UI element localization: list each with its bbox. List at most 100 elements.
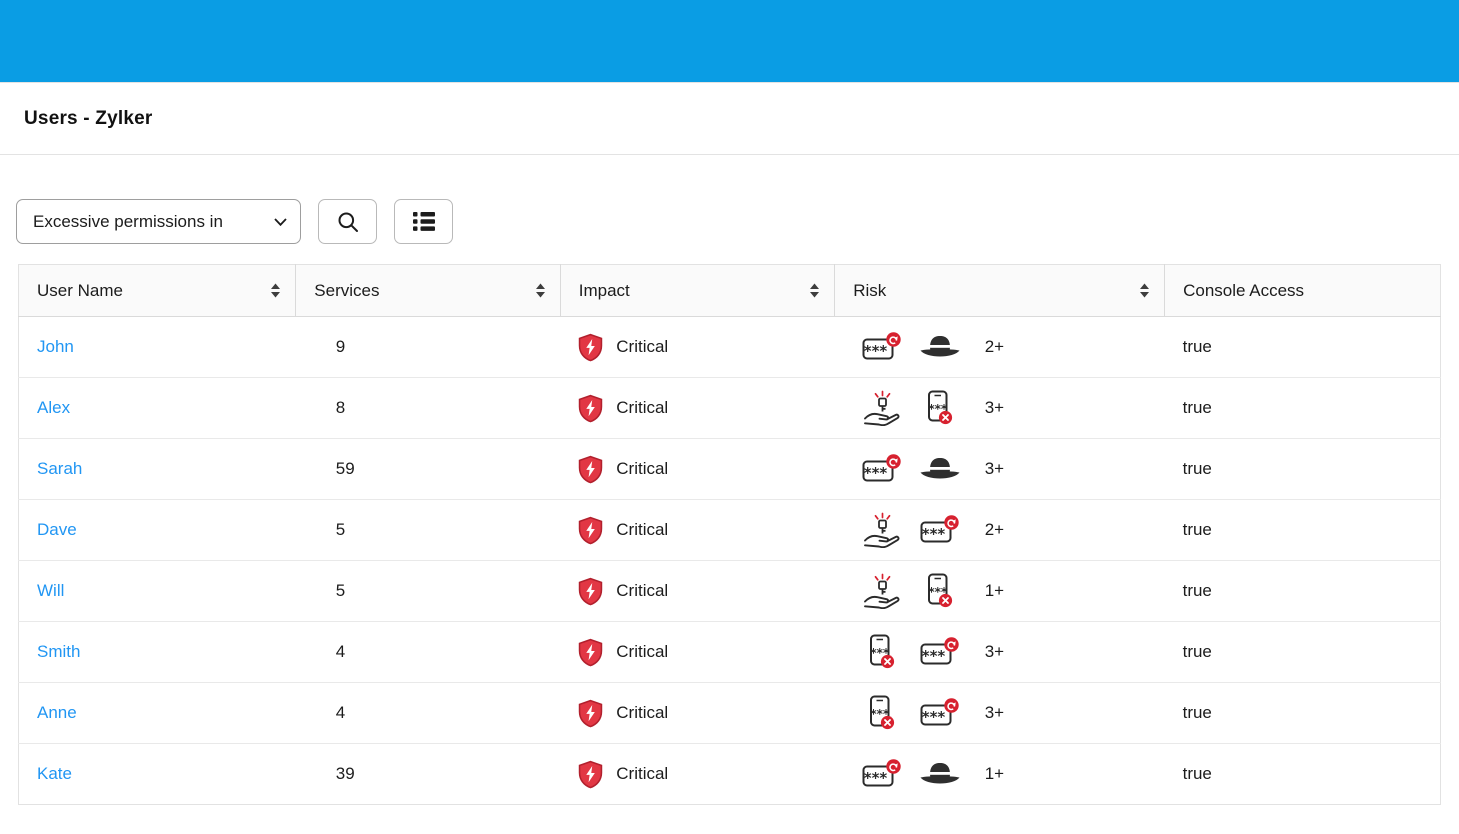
user-link[interactable]: Alex bbox=[37, 398, 71, 417]
password-reset-icon: *** bbox=[853, 331, 911, 364]
sort-icon[interactable] bbox=[1139, 283, 1150, 298]
impact-label: Critical bbox=[616, 581, 669, 600]
console-access-value: true bbox=[1182, 642, 1212, 661]
console-access-value: true bbox=[1182, 581, 1212, 600]
services-count: 5 bbox=[335, 520, 346, 539]
password-reset-icon: *** bbox=[853, 758, 911, 791]
privileged-access-icon bbox=[853, 390, 911, 426]
password-reset-icon: *** bbox=[911, 514, 969, 547]
filter-dropdown[interactable]: Excessive permissions in bbox=[16, 199, 301, 244]
risk-count: 3+ bbox=[984, 703, 1005, 722]
chevron-down-icon bbox=[274, 217, 287, 226]
search-button[interactable] bbox=[318, 199, 377, 244]
column-label: Risk bbox=[853, 280, 887, 300]
services-count: 9 bbox=[335, 337, 346, 356]
password-reset-icon: *** bbox=[911, 636, 969, 669]
impact-label: Critical bbox=[616, 459, 669, 478]
mfa-disabled-icon: *** bbox=[911, 573, 969, 609]
user-link[interactable]: Anne bbox=[37, 703, 77, 722]
column-label: Impact bbox=[578, 280, 630, 300]
mfa-disabled-icon: *** bbox=[911, 390, 969, 426]
critical-impact-icon bbox=[578, 760, 603, 789]
services-count: 8 bbox=[335, 398, 346, 417]
risk-count: 3+ bbox=[984, 459, 1005, 478]
critical-impact-icon bbox=[578, 333, 603, 362]
privileged-access-icon bbox=[853, 512, 911, 548]
users-table: User Name Services Impact Risk Console Acces… bbox=[18, 264, 1441, 805]
column-header-user-name[interactable]: User Name bbox=[18, 264, 297, 317]
sort-icon[interactable] bbox=[809, 283, 820, 298]
impact-label: Critical bbox=[616, 703, 669, 722]
console-access-value: true bbox=[1182, 337, 1212, 356]
column-label: User Name bbox=[37, 280, 123, 300]
console-access-value: true bbox=[1182, 764, 1212, 783]
page-header: Users - Zylker bbox=[0, 82, 1459, 155]
list-view-button[interactable] bbox=[394, 199, 453, 244]
risk-count: 2+ bbox=[984, 337, 1005, 356]
user-link[interactable]: Dave bbox=[37, 520, 77, 539]
svg-text:***: *** bbox=[863, 464, 887, 482]
password-reset-icon: *** bbox=[911, 697, 969, 730]
table-row: Will 5 Critical *** 1+ true bbox=[18, 560, 1441, 622]
critical-impact-icon bbox=[578, 394, 603, 423]
user-link[interactable]: Will bbox=[37, 581, 65, 600]
impact-label: Critical bbox=[616, 337, 669, 356]
toolbar: Excessive permissions in bbox=[0, 199, 1459, 244]
svg-text:***: *** bbox=[863, 342, 887, 360]
password-reset-icon: *** bbox=[853, 453, 911, 486]
impact-label: Critical bbox=[616, 642, 669, 661]
table-body: John 9 Critical *** 2+ true Alex 8 Critical *** 3+… bbox=[18, 316, 1441, 805]
table-row: Anne 4 Critical *** *** 3+ true bbox=[18, 682, 1441, 744]
services-count: 4 bbox=[335, 703, 346, 722]
privileged-access-icon bbox=[853, 573, 911, 609]
services-count: 4 bbox=[335, 642, 346, 661]
svg-text:***: *** bbox=[921, 525, 945, 543]
svg-text:***: *** bbox=[921, 647, 945, 665]
impact-label: Critical bbox=[616, 764, 669, 783]
svg-text:***: *** bbox=[863, 769, 887, 787]
critical-impact-icon bbox=[578, 699, 603, 728]
filter-dropdown-label: Excessive permissions in bbox=[33, 211, 223, 231]
table-row: Alex 8 Critical *** 3+ true bbox=[18, 377, 1441, 439]
column-header-impact[interactable]: Impact bbox=[560, 264, 836, 317]
list-view-icon bbox=[412, 212, 435, 231]
spy-hat-icon bbox=[911, 334, 969, 361]
page-title: Users - Zylker bbox=[24, 107, 153, 129]
sort-icon[interactable] bbox=[270, 283, 281, 298]
impact-label: Critical bbox=[616, 520, 669, 539]
risk-count: 1+ bbox=[984, 581, 1005, 600]
risk-count: 3+ bbox=[984, 398, 1005, 417]
services-count: 59 bbox=[335, 459, 355, 478]
spy-hat-icon bbox=[911, 456, 969, 483]
user-link[interactable]: John bbox=[37, 337, 74, 356]
table-row: John 9 Critical *** 2+ true bbox=[18, 316, 1441, 378]
mfa-disabled-icon: *** bbox=[853, 634, 911, 670]
svg-text:***: *** bbox=[921, 708, 945, 726]
column-header-risk[interactable]: Risk bbox=[834, 264, 1166, 317]
sort-icon[interactable] bbox=[535, 283, 546, 298]
risk-count: 2+ bbox=[984, 520, 1005, 539]
console-access-value: true bbox=[1182, 703, 1212, 722]
services-count: 39 bbox=[335, 764, 355, 783]
top-navigation-bar bbox=[0, 0, 1459, 82]
column-header-services[interactable]: Services bbox=[295, 264, 561, 317]
spy-hat-icon bbox=[911, 761, 969, 788]
console-access-value: true bbox=[1182, 398, 1212, 417]
console-access-value: true bbox=[1182, 459, 1212, 478]
column-label: Services bbox=[314, 280, 380, 300]
console-access-value: true bbox=[1182, 520, 1212, 539]
users-table-container: User Name Services Impact Risk Console Acces… bbox=[18, 264, 1441, 805]
critical-impact-icon bbox=[578, 516, 603, 545]
table-row: Sarah 59 Critical *** 3+ true bbox=[18, 438, 1441, 500]
user-link[interactable]: Sarah bbox=[37, 459, 83, 478]
critical-impact-icon bbox=[578, 455, 603, 484]
table-row: Smith 4 Critical *** *** 3+ true bbox=[18, 621, 1441, 683]
column-label: Console Access bbox=[1183, 280, 1305, 300]
user-link[interactable]: Kate bbox=[37, 764, 72, 783]
critical-impact-icon bbox=[578, 638, 603, 667]
table-row: Kate 39 Critical *** 1+ true bbox=[19, 744, 1441, 805]
impact-label: Critical bbox=[616, 398, 669, 417]
critical-impact-icon bbox=[578, 577, 603, 606]
user-link[interactable]: Smith bbox=[37, 642, 81, 661]
column-header-console-access: Console Access bbox=[1164, 264, 1441, 317]
